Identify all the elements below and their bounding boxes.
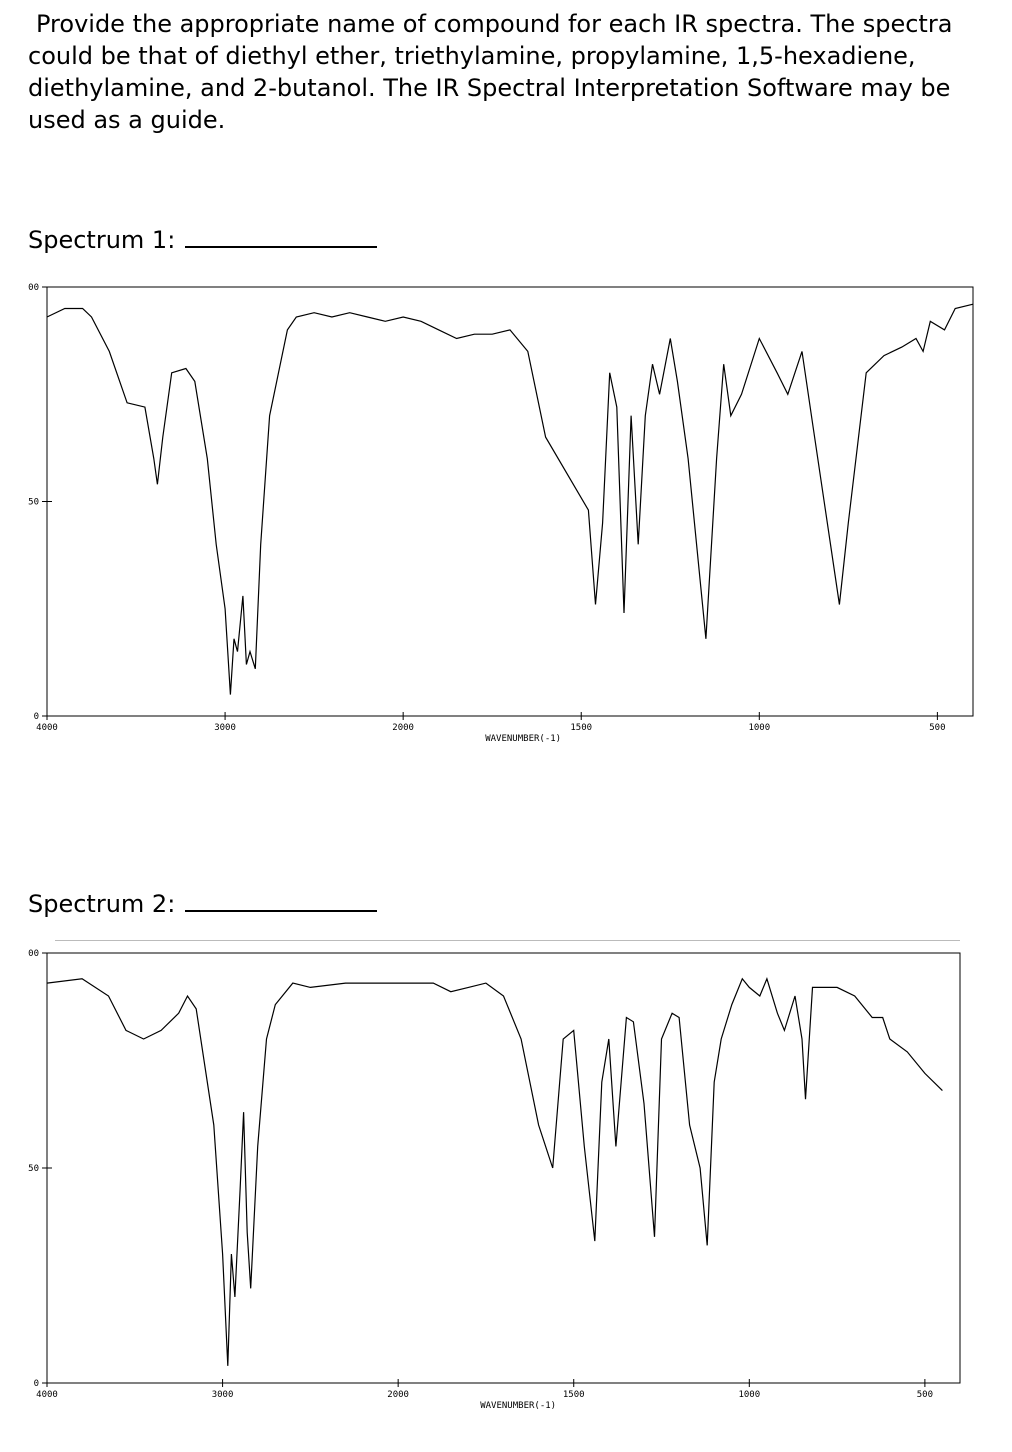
spectrum-line [46, 977, 943, 1366]
y-tick-label: 00 [28, 283, 39, 293]
separator [55, 940, 960, 941]
x-tick-label: 1000 [748, 723, 770, 733]
spectrum-line [46, 303, 974, 695]
x-tick-label: 3000 [214, 723, 236, 733]
x-tick-label: 1500 [570, 723, 592, 733]
plot-frame [46, 952, 961, 1384]
y-tick-label: 50 [28, 1164, 39, 1174]
y-tick-label: 50 [28, 498, 39, 508]
answer-blank [185, 226, 378, 248]
x-tick-label: 4000 [36, 1390, 58, 1400]
x-tick-label: 3000 [212, 1390, 234, 1400]
x-tick-label: 2000 [387, 1390, 409, 1400]
y-tick-label: 00 [28, 949, 39, 959]
y-tick-label: 0 [34, 712, 39, 722]
answer-blank [185, 890, 378, 912]
spectrum-title: Spectrum 1: [28, 226, 176, 254]
spectrum-chart: 4000 3000 2000 1500 1000 50005000WAVENUMBER(-… [28, 949, 961, 1411]
y-tick-label: 0 [34, 1379, 39, 1389]
x-tick-label: 1000 [738, 1390, 760, 1400]
x-tick-label: 500 [929, 723, 945, 733]
x-tick-label: 500 [917, 1390, 933, 1400]
x-tick-label: 1500 [563, 1390, 585, 1400]
spectrum-title: Spectrum 2: [28, 890, 176, 918]
spectrum-label: Spectrum 1: [28, 226, 378, 254]
x-axis-label: WAVENUMBER(-1) [485, 734, 561, 744]
spectrum-label: Spectrum 2: [28, 890, 378, 918]
spectrum-chart: 4000 3000 2000 1500 1000 50005000WAVENUMBER(-… [28, 283, 974, 744]
x-tick-label: 4000 [36, 723, 58, 733]
x-axis-label: WAVENUMBER(-1) [480, 1401, 556, 1411]
plot-frame [46, 286, 974, 717]
x-tick-label: 2000 [392, 723, 414, 733]
question: Provide the appropriate name of compound… [28, 10, 953, 134]
